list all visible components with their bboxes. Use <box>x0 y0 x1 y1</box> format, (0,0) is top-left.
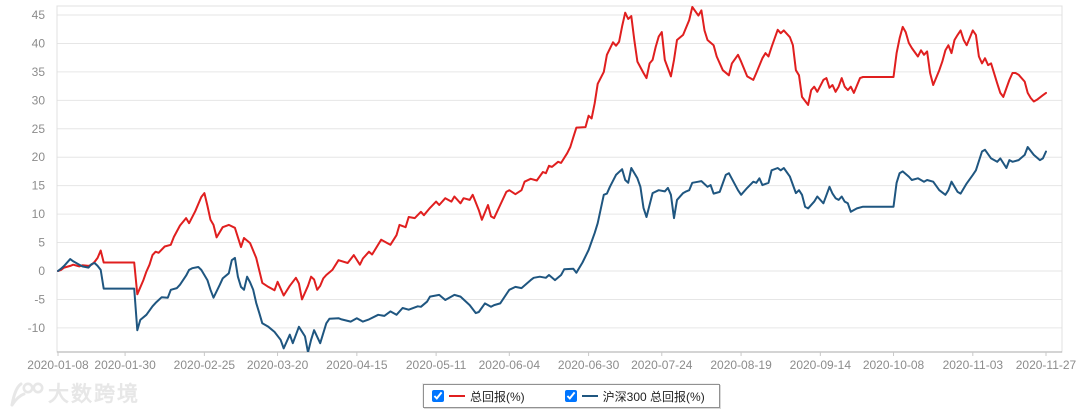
series-line-total-return <box>57 6 1047 301</box>
x-axis-labels: 2020-01-08 2020-01-30 2020-02-25 2020-03-20… <box>27 352 1077 372</box>
y-tick-label: 0 <box>38 264 45 278</box>
x-tick-label: 2020-11-27 <box>1016 358 1077 372</box>
x-tick-label: 2020-08-19 <box>710 358 772 372</box>
y-tick-label: 35 <box>32 65 46 79</box>
plot-area[interactable] <box>57 6 1062 352</box>
blue-line-swatch <box>581 395 598 397</box>
series-lines <box>57 6 1047 352</box>
y-tick-label: 10 <box>32 207 46 221</box>
x-tick-label: 2020-07-24 <box>631 358 693 372</box>
x-tick-label: 2020-04-15 <box>326 358 388 372</box>
total-return-checkbox[interactable] <box>432 390 444 402</box>
y-tick-label: 20 <box>32 150 46 164</box>
x-tick-label: 2020-02-25 <box>174 358 236 372</box>
gridlines <box>57 14 1062 329</box>
y-tick-label: 15 <box>32 179 46 193</box>
x-tick-label: 2020-06-04 <box>479 358 541 372</box>
x-tick-label: 2020-03-20 <box>247 358 309 372</box>
legend-item-csi300[interactable]: 沪深300 总回报(%) <box>564 388 705 405</box>
y-axis-labels: 45 40 35 30 25 20 15 10 5 0 -5 -10 <box>28 8 46 335</box>
x-tick-label: 2020-09-14 <box>790 358 852 372</box>
legend-item-total-return[interactable]: 总回报(%) <box>432 388 525 405</box>
x-tick-label: 2020-01-08 <box>27 358 89 372</box>
y-tick-label: -5 <box>34 292 45 306</box>
legend: 总回报(%) 沪深300 总回报(%) <box>423 384 720 408</box>
series-line-csi300-total-return <box>57 146 1047 352</box>
y-tick-label: 40 <box>32 36 46 50</box>
y-tick-label: 45 <box>32 8 46 22</box>
x-tick-label: 2020-10-08 <box>863 358 925 372</box>
y-tick-label: 30 <box>32 93 46 107</box>
x-tick-label: 2020-05-11 <box>406 358 467 372</box>
x-tick-label: 2020-06-30 <box>558 358 620 372</box>
csi300-checkbox[interactable] <box>564 390 577 402</box>
legend-label-csi300: 沪深300 总回报(%) <box>602 389 705 404</box>
x-tick-label: 2020-11-03 <box>943 358 1004 372</box>
y-tick-label: 5 <box>38 236 45 250</box>
x-tick-label: 2020-01-30 <box>94 358 156 372</box>
legend-label-total-return: 总回报(%) <box>470 389 525 404</box>
red-line-swatch <box>449 395 465 397</box>
y-tick-label: -10 <box>28 321 46 335</box>
y-tick-label: 25 <box>32 122 46 136</box>
